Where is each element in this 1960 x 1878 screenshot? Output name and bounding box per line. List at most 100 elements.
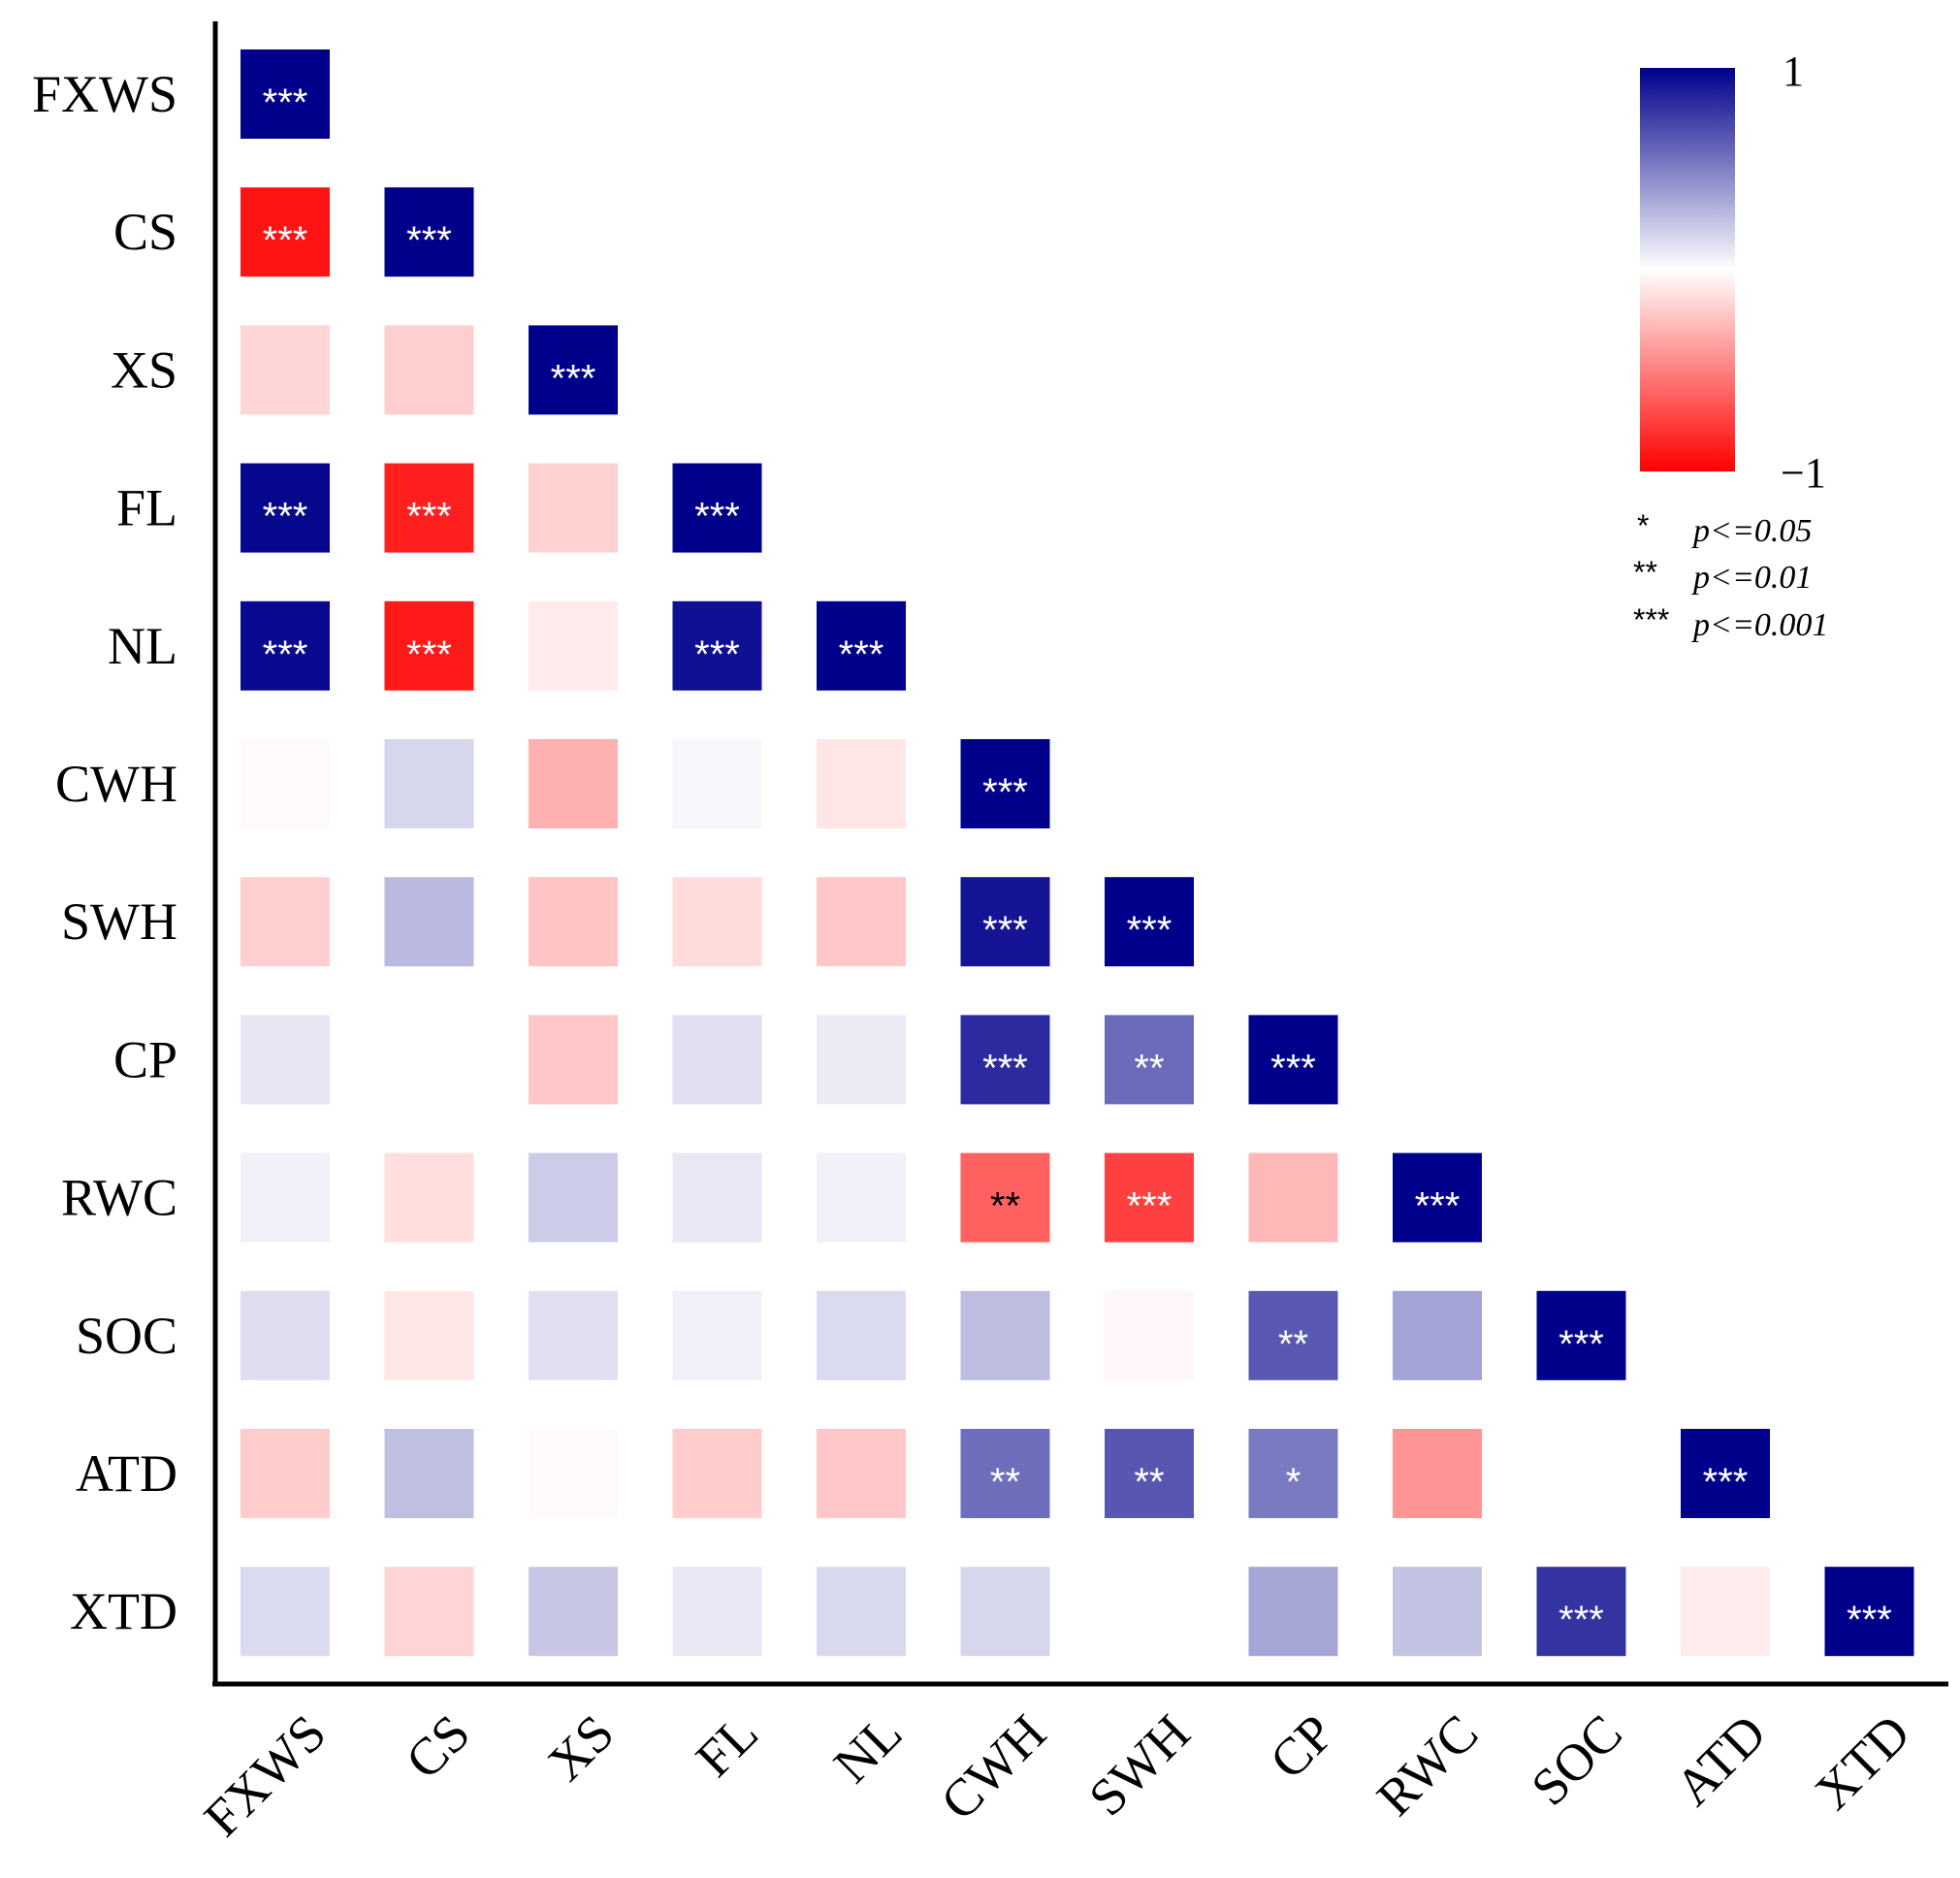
sig-label-atd-atd: *** (1703, 1461, 1749, 1504)
legend-stars-3: *** (1633, 602, 1669, 637)
col-label-rwc: RWC (1366, 1703, 1489, 1827)
cell-soc-soc (1536, 1290, 1626, 1380)
cell-rwc-swh (1105, 1152, 1194, 1243)
col-label-swh: SWH (1077, 1703, 1201, 1827)
cell-swh-xs (529, 877, 618, 967)
sig-label-soc-cp: ** (1278, 1323, 1308, 1366)
cell-fl-cs (384, 463, 474, 553)
sig-label-cp-swh: ** (1134, 1047, 1164, 1089)
sig-label-nl-nl: *** (839, 633, 884, 676)
sig-label-xs-xs: *** (551, 357, 596, 400)
col-label-soc: SOC (1520, 1703, 1633, 1817)
cell-fl-xs (529, 463, 618, 553)
sig-label-cp-cp: *** (1270, 1047, 1316, 1089)
legend-text-1: p<=0.05 (1691, 513, 1812, 549)
cell-nl-xs (529, 600, 618, 691)
cell-xtd-xs (529, 1567, 618, 1657)
cell-xtd-nl (817, 1567, 906, 1657)
sig-label-fl-fxws: *** (263, 496, 308, 538)
cell-soc-fl (672, 1290, 762, 1380)
cell-atd-xs (529, 1429, 618, 1518)
cell-atd-cs (384, 1429, 474, 1518)
legend-text-2: p<=0.01 (1691, 560, 1812, 596)
cell-cs-cs (384, 187, 474, 277)
column-labels: FXWS CS XS FL NL CWH SWH CP RWC SOC ATD XTD (193, 1703, 1921, 1848)
cell-swh-nl (817, 877, 906, 967)
sig-label-rwc-swh: *** (1127, 1185, 1173, 1228)
col-label-cs: CS (395, 1703, 481, 1790)
cell-cwh-cs (384, 739, 474, 828)
col-label-xs: XS (536, 1703, 625, 1792)
sig-label-cs-cs: *** (406, 219, 452, 262)
colorbar-max-label: 1 (1783, 48, 1804, 95)
sig-label-atd-cp: * (1286, 1461, 1301, 1504)
cell-cp-nl (817, 1015, 906, 1105)
row-label-fxws: FXWS (32, 65, 177, 123)
cell-rwc-nl (817, 1152, 906, 1243)
cell-nl-nl (817, 600, 906, 691)
cell-cp-cs (384, 1015, 474, 1105)
cell-soc-swh (1105, 1290, 1194, 1380)
sig-label-cs-fxws: *** (263, 219, 308, 262)
col-label-xtd: XTD (1804, 1703, 1921, 1821)
cell-xs-xs (529, 325, 618, 415)
cell-atd-atd (1681, 1429, 1770, 1518)
cell-cp-cp (1248, 1015, 1338, 1105)
cell-cp-fxws (241, 1015, 330, 1105)
cell-atd-cp (1248, 1429, 1338, 1518)
sig-label-rwc-cwh: ** (990, 1185, 1020, 1228)
colorbar: 1 −1 (1640, 48, 1826, 497)
col-label-atd: ATD (1664, 1703, 1778, 1817)
legend-stars-1: * (1637, 508, 1649, 543)
cell-xtd-fxws (241, 1567, 330, 1657)
sig-label-atd-cwh: ** (990, 1461, 1020, 1504)
row-label-cwh: CWH (55, 755, 177, 813)
colorbar-gradient (1640, 68, 1735, 471)
cell-swh-cwh (960, 877, 1050, 967)
legend-text-3: p<=0.001 (1691, 607, 1828, 643)
row-label-soc: SOC (76, 1307, 177, 1365)
sig-label-nl-fl: *** (694, 633, 740, 676)
sig-label-swh-swh: *** (1127, 909, 1173, 952)
cell-rwc-cs (384, 1152, 474, 1243)
cell-cp-fl (672, 1015, 762, 1105)
sig-label-soc-soc: *** (1558, 1323, 1604, 1366)
cell-xtd-xtd (1824, 1567, 1914, 1657)
row-label-xs: XS (111, 340, 177, 399)
col-label-fl: FL (685, 1703, 769, 1788)
sig-label-nl-fxws: *** (263, 633, 308, 676)
cell-swh-swh (1105, 877, 1194, 967)
cell-fl-fl (672, 463, 762, 553)
cell-swh-fl (672, 877, 762, 967)
cell-fxws-fxws (241, 49, 330, 139)
sig-label-xtd-soc: *** (1558, 1599, 1604, 1641)
cell-xtd-cs (384, 1567, 474, 1657)
cell-cwh-nl (817, 739, 906, 828)
cell-soc-cwh (960, 1290, 1050, 1380)
row-labels: FXWS CS XS FL NL CWH SWH CP RWC SOC ATD XTD (32, 65, 177, 1640)
sig-label-fl-fl: *** (694, 496, 740, 538)
cell-nl-fl (672, 600, 762, 691)
cell-atd-nl (817, 1429, 906, 1518)
sig-label-cp-cwh: *** (982, 1047, 1028, 1089)
cell-xs-cs (384, 325, 474, 415)
cell-swh-cs (384, 877, 474, 967)
cell-soc-nl (817, 1290, 906, 1380)
cell-xtd-swh (1105, 1567, 1194, 1657)
col-label-cp: CP (1259, 1703, 1345, 1790)
row-label-atd: ATD (76, 1444, 177, 1503)
cell-rwc-rwc (1393, 1152, 1482, 1243)
cell-soc-cs (384, 1290, 474, 1380)
cell-xtd-soc (1536, 1567, 1626, 1657)
row-label-cp: CP (113, 1030, 177, 1088)
cell-rwc-fl (672, 1152, 762, 1243)
row-label-nl: NL (108, 617, 177, 675)
cell-atd-rwc (1393, 1429, 1482, 1518)
legend-stars-2: ** (1633, 555, 1657, 590)
cell-rwc-cwh (960, 1152, 1050, 1243)
cell-xtd-cwh (960, 1567, 1050, 1657)
cell-xs-fxws (241, 325, 330, 415)
col-label-cwh: CWH (929, 1703, 1057, 1831)
cell-soc-xs (529, 1290, 618, 1380)
cell-cwh-fl (672, 739, 762, 828)
